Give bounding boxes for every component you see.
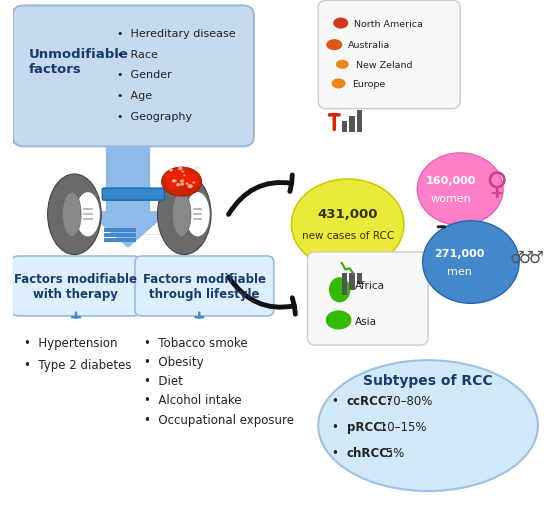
- Ellipse shape: [318, 361, 538, 491]
- Ellipse shape: [189, 179, 199, 187]
- Ellipse shape: [168, 183, 177, 191]
- Ellipse shape: [175, 170, 188, 180]
- Ellipse shape: [185, 174, 197, 183]
- Text: •  Occupational exposure: • Occupational exposure: [144, 413, 294, 426]
- Text: Unmodifiable
factors: Unmodifiable factors: [29, 48, 129, 76]
- Ellipse shape: [169, 169, 173, 172]
- Bar: [342, 274, 347, 296]
- FancyBboxPatch shape: [13, 7, 254, 147]
- Text: ♀: ♀: [486, 171, 508, 200]
- Text: women: women: [430, 194, 471, 204]
- FancyBboxPatch shape: [12, 257, 140, 316]
- Text: •  Hypertension: • Hypertension: [24, 336, 117, 349]
- Ellipse shape: [326, 311, 351, 330]
- Text: 70–80%: 70–80%: [382, 394, 432, 407]
- Ellipse shape: [182, 171, 184, 173]
- Text: men: men: [447, 267, 471, 277]
- Text: 5%: 5%: [382, 446, 404, 460]
- Text: •: •: [332, 446, 346, 460]
- Ellipse shape: [157, 175, 211, 255]
- Text: ♂: ♂: [509, 248, 524, 267]
- Text: ♂: ♂: [519, 248, 534, 267]
- FancyBboxPatch shape: [135, 257, 274, 316]
- Text: Subtypes of RCC: Subtypes of RCC: [363, 374, 493, 387]
- Text: pRCC:: pRCC:: [346, 420, 387, 433]
- Text: •  Tobacco smoke: • Tobacco smoke: [144, 336, 248, 349]
- Ellipse shape: [186, 183, 188, 185]
- Bar: [104, 233, 136, 237]
- Ellipse shape: [180, 177, 192, 187]
- Text: 160,000: 160,000: [425, 176, 476, 186]
- Ellipse shape: [292, 180, 404, 270]
- Text: 431,000: 431,000: [317, 208, 378, 220]
- Ellipse shape: [183, 175, 185, 177]
- Ellipse shape: [62, 193, 81, 237]
- Ellipse shape: [180, 180, 184, 183]
- FancyBboxPatch shape: [318, 2, 460, 110]
- Ellipse shape: [329, 278, 350, 302]
- Ellipse shape: [333, 19, 348, 29]
- Bar: [357, 111, 362, 133]
- Ellipse shape: [195, 167, 200, 171]
- Bar: [357, 274, 362, 285]
- Ellipse shape: [417, 154, 503, 226]
- Text: Factors modifiable
with therapy: Factors modifiable with therapy: [14, 272, 138, 300]
- Ellipse shape: [162, 168, 202, 197]
- Ellipse shape: [185, 193, 210, 237]
- Bar: [104, 238, 136, 242]
- Text: •  Hereditary disease: • Hereditary disease: [117, 29, 236, 39]
- Bar: [349, 274, 355, 290]
- Text: new cases of RCC: new cases of RCC: [301, 231, 394, 241]
- Ellipse shape: [336, 61, 349, 70]
- Ellipse shape: [180, 183, 184, 186]
- FancyBboxPatch shape: [102, 189, 164, 201]
- Text: •: •: [332, 394, 346, 407]
- Text: Africa: Africa: [355, 280, 384, 290]
- Ellipse shape: [165, 173, 177, 183]
- Text: Europe: Europe: [352, 80, 385, 89]
- Text: •: •: [332, 420, 346, 433]
- Ellipse shape: [185, 183, 188, 185]
- Text: ccRCC:: ccRCC:: [346, 394, 392, 407]
- Ellipse shape: [332, 79, 345, 89]
- Ellipse shape: [172, 180, 175, 183]
- Text: •  Obesity: • Obesity: [144, 356, 204, 369]
- Text: •  Geography: • Geography: [117, 112, 192, 121]
- Bar: [342, 122, 347, 133]
- Text: Factors modifiable
through lifestyle: Factors modifiable through lifestyle: [143, 272, 266, 300]
- Ellipse shape: [176, 184, 180, 187]
- Ellipse shape: [423, 221, 519, 304]
- Text: •  Age: • Age: [117, 91, 152, 101]
- Text: •  Race: • Race: [117, 49, 158, 60]
- Ellipse shape: [188, 185, 192, 189]
- Text: chRCC:: chRCC:: [346, 446, 393, 460]
- Ellipse shape: [174, 169, 184, 177]
- Text: •  Type 2 diabetes: • Type 2 diabetes: [24, 358, 131, 371]
- Ellipse shape: [170, 179, 181, 188]
- Ellipse shape: [178, 167, 183, 171]
- Text: •  Alcohol intake: • Alcohol intake: [144, 394, 241, 407]
- Ellipse shape: [173, 180, 177, 183]
- Text: 10–15%: 10–15%: [376, 420, 427, 433]
- Ellipse shape: [192, 182, 195, 184]
- Text: 271,000: 271,000: [434, 248, 485, 259]
- Text: Asia: Asia: [355, 317, 377, 327]
- FancyBboxPatch shape: [307, 252, 428, 345]
- Text: North America: North America: [354, 20, 423, 28]
- Ellipse shape: [48, 175, 101, 255]
- Text: •  Gender: • Gender: [117, 70, 172, 80]
- Text: New Zeland: New Zeland: [356, 61, 412, 70]
- Bar: [104, 228, 136, 232]
- Ellipse shape: [172, 193, 191, 237]
- Text: ♂: ♂: [529, 248, 543, 267]
- Ellipse shape: [326, 40, 342, 51]
- Text: Australia: Australia: [348, 41, 390, 50]
- Bar: [349, 116, 355, 133]
- Text: •  Diet: • Diet: [144, 375, 183, 387]
- Polygon shape: [88, 137, 168, 247]
- Ellipse shape: [76, 193, 100, 237]
